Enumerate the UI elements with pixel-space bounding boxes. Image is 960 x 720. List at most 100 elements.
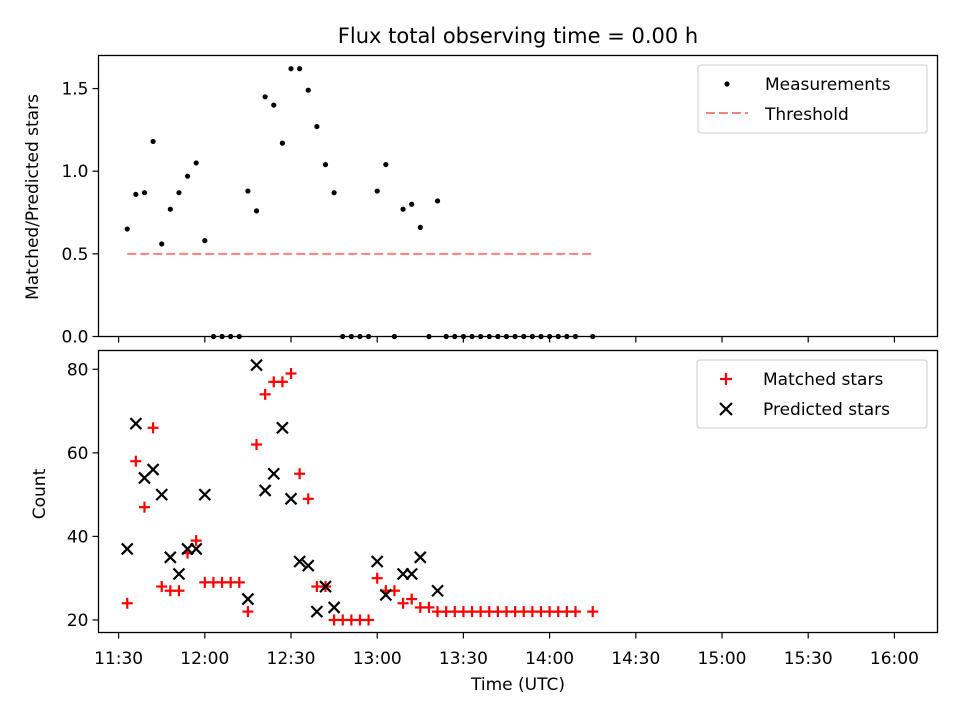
bottom-plot-frame — [97, 349, 939, 634]
predicted-star-point — [405, 567, 418, 581]
matched-star-point — [130, 455, 142, 467]
measurement-point — [305, 87, 311, 93]
predicted-star-point — [301, 559, 315, 572]
measurement-point — [400, 206, 406, 212]
bottom-y-tick-label: 80 — [67, 360, 89, 380]
measurement-point — [374, 188, 380, 194]
measurement-point — [288, 66, 294, 72]
predicted-star-point — [172, 567, 186, 581]
predicted-star-point — [414, 551, 427, 564]
measurement-point — [253, 208, 260, 214]
predicted-star-point — [293, 555, 306, 568]
predicted-star-point — [258, 484, 272, 497]
matched-star-point — [587, 606, 599, 618]
predicted-star-point — [129, 417, 143, 430]
legend-matched-marker — [720, 373, 732, 385]
x-tick-label: 12:30 — [267, 649, 316, 669]
predicted-star-point — [155, 488, 168, 501]
predicted-star-point — [120, 542, 134, 556]
x-tick-label: 14:30 — [611, 649, 660, 669]
matched-star-point — [147, 422, 159, 434]
measurement-point — [331, 190, 337, 196]
matched-star-point — [371, 572, 383, 584]
measurement-point — [133, 191, 139, 197]
chart-title: Flux total observing time = 0.00 h — [338, 24, 698, 48]
x-tick-label: 15:30 — [784, 649, 833, 669]
matched-star-point — [363, 614, 375, 626]
x-tick-label: 11:30 — [94, 649, 143, 669]
measurement-point — [141, 190, 148, 196]
matched-star-point — [276, 376, 288, 388]
bottom-legend: Matched stars Predicted stars — [696, 359, 928, 429]
top-plot-frame — [97, 54, 939, 338]
measurement-point — [159, 241, 165, 247]
top-y-axis-label: Matched/Predicted stars — [23, 94, 43, 300]
bottom-y-tick-label: 20 — [67, 611, 89, 631]
x-tick-label: 12:00 — [180, 649, 229, 669]
predicted-star-point — [267, 467, 281, 481]
matched-star-point — [121, 597, 133, 609]
measurement-point — [314, 123, 320, 130]
legend-measurements-label: Measurements — [765, 75, 891, 95]
predicted-star-point — [379, 588, 393, 602]
predicted-star-point — [319, 580, 332, 593]
predicted-star-point — [189, 542, 203, 556]
measurement-point — [245, 188, 251, 194]
predicted-star-point — [146, 463, 160, 476]
legend-predicted-marker — [719, 402, 733, 416]
measurement-point — [262, 94, 268, 100]
matched-star-point — [423, 601, 435, 613]
matched-star-point — [285, 367, 297, 379]
matched-star-point — [302, 493, 314, 505]
matched-star-point — [251, 439, 263, 450]
x-tick-label: 13:00 — [353, 649, 402, 669]
predicted-star-point — [310, 605, 324, 618]
bottom-panel: Count 20 40 60 80 11:30 12:00 12:30 13:00 13:30… — [30, 349, 939, 669]
measurement-point — [176, 190, 182, 196]
top-y-tick-label: 0.0 — [61, 328, 88, 348]
matched-star-point — [397, 597, 409, 609]
predicted-star-point — [241, 592, 255, 606]
top-y-tick-label: 1.0 — [61, 162, 88, 182]
measurement-point — [271, 102, 277, 108]
matched-star-point — [233, 576, 245, 588]
x-tick-label: 15:00 — [698, 649, 747, 669]
x-tick-label: 13:30 — [439, 649, 488, 669]
measurement-point — [167, 206, 173, 212]
top-y-tick-label: 1.5 — [61, 80, 88, 100]
measurement-point — [202, 238, 208, 244]
x-tick-label: 14:00 — [525, 649, 574, 669]
bottom-y-tick-label: 60 — [67, 444, 89, 464]
legend-matched-label: Matched stars — [763, 370, 883, 390]
top-panel: Matched/Predicted stars 0.0 0.5 1.0 1.5 Mea… — [23, 54, 939, 348]
measurement-point — [297, 66, 303, 72]
matched-star-point — [156, 581, 168, 593]
top-legend: Measurements Threshold — [697, 64, 928, 134]
matched-star-point — [294, 468, 306, 480]
measurement-point — [193, 160, 199, 166]
predicted-star-point — [370, 555, 384, 568]
x-tick-label: 16:00 — [870, 649, 919, 669]
measurement-point — [322, 161, 329, 168]
matched-star-point — [569, 606, 581, 618]
predicted-star-point — [284, 492, 298, 506]
legend-threshold-label: Threshold — [764, 105, 849, 125]
predicted-star-point — [164, 551, 177, 564]
measurement-point — [434, 198, 441, 204]
matched-star-point — [242, 606, 254, 618]
bottom-y-tick-label: 40 — [67, 527, 89, 547]
top-y-tick-label: 0.5 — [61, 245, 88, 265]
measurement-point — [184, 173, 191, 179]
measurement-point — [124, 226, 130, 232]
predicted-star-point — [327, 601, 341, 614]
legend-predicted-label: Predicted stars — [763, 400, 890, 420]
predicted-star-point — [198, 488, 212, 501]
predicted-star-point — [431, 584, 444, 598]
predicted-star-point — [276, 421, 289, 435]
measurement-point — [279, 140, 285, 146]
matched-star-point — [259, 388, 271, 400]
top-legend-box — [697, 64, 928, 134]
matched-star-point — [190, 535, 202, 547]
predicted-star-point — [250, 358, 263, 372]
